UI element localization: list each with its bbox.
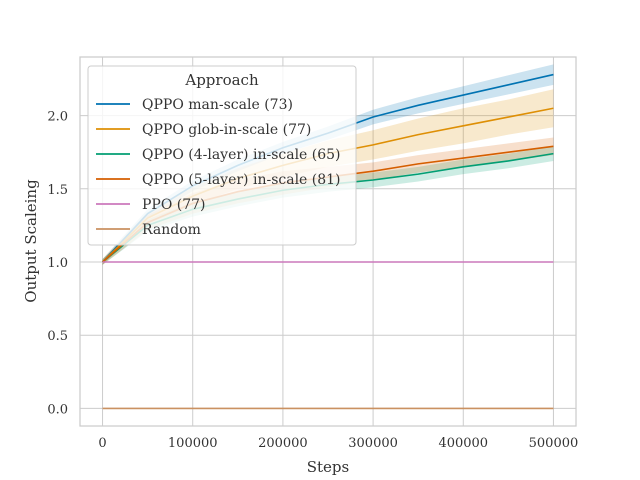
legend-entry-label: Random — [142, 222, 201, 238]
legend-entry-label: QPPO glob-in-scale (77) — [142, 122, 311, 138]
legend-box — [87, 65, 357, 246]
legend-entry-label: QPPO (5-layer) in-scale (81) — [142, 172, 341, 188]
x-tick-label: 100000 — [168, 436, 218, 451]
y-tick-label: 0.0 — [47, 402, 68, 417]
y-tick-label: 2.0 — [47, 110, 68, 125]
x-tick-label: 200000 — [258, 436, 308, 451]
legend-entry-label: QPPO (4-layer) in-scale (65) — [142, 147, 341, 163]
y-tick-label: 0.5 — [47, 329, 68, 344]
legend: Approach QPPO man-scale (73) QPPO glob-in… — [87, 65, 357, 246]
legend-items: QPPO man-scale (73) QPPO glob-in-scale (7… — [96, 97, 341, 238]
y-tick-label: 1.5 — [47, 183, 68, 198]
series-band — [102, 89, 554, 265]
x-tick-label: 500000 — [529, 436, 579, 451]
x-tick-label: 300000 — [348, 436, 398, 451]
x-axis-label: Steps — [307, 458, 349, 476]
legend-entry-label: PPO (77) — [142, 197, 206, 213]
y-axis-label: Output Scaleing — [22, 179, 40, 303]
x-tick-label: 0 — [98, 436, 106, 451]
legend-entry-label: QPPO man-scale (73) — [142, 97, 293, 113]
y-tick-label: 1.0 — [47, 256, 68, 271]
y-axis-ticks: 0.0 0.5 1.0 1.5 2.0 — [47, 110, 68, 418]
x-axis-ticks: 0 100000 200000 300000 400000 500000 — [98, 436, 578, 451]
series-band — [102, 146, 554, 265]
x-tick-label: 400000 — [438, 436, 488, 451]
legend-title: Approach — [184, 71, 259, 89]
series-band — [102, 137, 554, 265]
